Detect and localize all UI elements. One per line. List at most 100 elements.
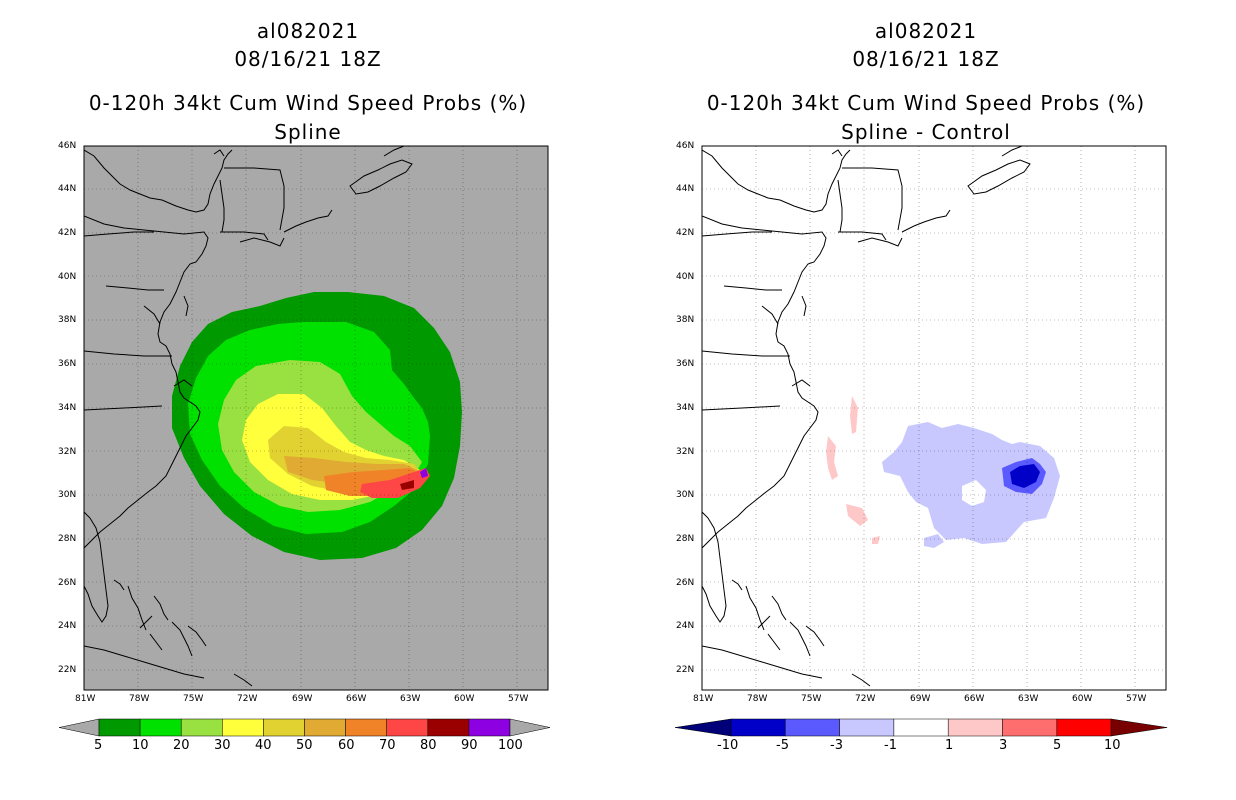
lat-label: 26N xyxy=(676,578,695,588)
colorbar-label: -10 xyxy=(717,738,739,753)
colorbar-label: 50 xyxy=(296,738,313,753)
lon-label: 69W xyxy=(910,694,931,704)
colorbar-label: -5 xyxy=(776,738,789,753)
colorbar-label: 10 xyxy=(132,738,149,753)
lon-label: 72W xyxy=(855,694,876,704)
left-title-storm-id: al082021 xyxy=(256,19,360,43)
lat-label: 46N xyxy=(58,141,77,151)
lat-label: 40N xyxy=(676,272,695,282)
lon-label: 57W xyxy=(1126,694,1147,704)
lat-label: 30N xyxy=(58,490,77,500)
left-colorbar xyxy=(58,718,551,737)
lon-label: 69W xyxy=(292,694,313,704)
left-title-date: 08/16/21 18Z xyxy=(234,47,382,71)
diff-contour-hole xyxy=(962,480,986,506)
diff-contour-pink-1 xyxy=(826,436,838,480)
colorbar-label: 30 xyxy=(214,738,231,753)
colorbar-high-end xyxy=(1110,718,1168,737)
lat-label: 34N xyxy=(676,403,695,413)
lat-label: 28N xyxy=(58,534,77,544)
colorbar-box xyxy=(222,718,264,737)
lon-label: 81W xyxy=(75,694,96,704)
colorbar-label: 60 xyxy=(338,738,355,753)
lat-label: 46N xyxy=(676,141,695,151)
lat-label: 32N xyxy=(676,447,695,457)
lat-label: 42N xyxy=(58,228,77,238)
diff-contour-pink-4 xyxy=(872,536,880,544)
colorbar-label: -3 xyxy=(830,738,843,753)
right-title-storm-id: al082021 xyxy=(874,19,978,43)
colorbar-box xyxy=(468,718,511,737)
colorbar-box xyxy=(1002,718,1058,737)
lat-label: 24N xyxy=(676,621,695,631)
right-title-date: 08/16/21 18Z xyxy=(852,47,1000,71)
diff-contour-pink-2 xyxy=(850,396,858,434)
lon-label: 57W xyxy=(508,694,529,704)
right-title-product: 0-120h 34kt Cum Wind Speed Probs (%) xyxy=(706,91,1146,115)
left-title-method: Spline xyxy=(274,120,342,144)
left-map-frame xyxy=(83,145,549,691)
lat-label: 36N xyxy=(676,359,695,369)
lat-label: 36N xyxy=(58,359,77,369)
colorbar-label: 20 xyxy=(173,738,190,753)
colorbar-box xyxy=(98,718,141,737)
colorbar-high-end xyxy=(509,718,551,737)
right-difference-contours xyxy=(826,396,1060,548)
diff-contour-dark-blue xyxy=(1010,464,1040,488)
left-probability-contours xyxy=(172,292,462,560)
colorbar-box xyxy=(345,718,387,737)
colorbar-box xyxy=(730,718,786,737)
contour-90-100 xyxy=(420,468,428,478)
right-colorbar xyxy=(674,718,1168,737)
colorbar-label: 3 xyxy=(999,738,1008,753)
contour-70-80 xyxy=(360,468,430,498)
lon-label: 60W xyxy=(1072,694,1093,704)
left-title-product: 0-120h 34kt Cum Wind Speed Probs (%) xyxy=(88,91,528,115)
left-map-panel xyxy=(83,145,549,691)
diff-contour-light-blue-2 xyxy=(924,534,944,548)
colorbar-box xyxy=(947,718,1003,737)
colorbar-low-end xyxy=(58,718,100,737)
colorbar-box xyxy=(180,718,223,737)
colorbar-label: 70 xyxy=(379,738,396,753)
lat-label: 32N xyxy=(58,447,77,457)
lon-label: 78W xyxy=(747,694,768,704)
lon-label: 81W xyxy=(693,694,714,704)
lat-label: 34N xyxy=(58,403,77,413)
lat-label: 22N xyxy=(58,665,77,675)
colorbar-box xyxy=(263,718,305,737)
lat-label: 26N xyxy=(58,578,77,588)
colorbar-box xyxy=(139,718,182,737)
lat-label: 38N xyxy=(58,315,77,325)
colorbar-box xyxy=(386,718,429,737)
colorbar-box xyxy=(839,718,895,737)
colorbar-box xyxy=(785,718,840,737)
colorbar-box xyxy=(1056,718,1112,737)
colorbar-label: 5 xyxy=(94,738,103,753)
colorbar-label: 10 xyxy=(1104,738,1121,753)
colorbar-box xyxy=(304,718,346,737)
right-map-frame xyxy=(701,145,1167,691)
lon-label: 75W xyxy=(801,694,822,704)
lat-label: 22N xyxy=(676,665,695,675)
colorbar-label: 80 xyxy=(420,738,437,753)
colorbar-label: 40 xyxy=(255,738,272,753)
colorbar-label: 1 xyxy=(945,738,954,753)
lat-label: 40N xyxy=(58,272,77,282)
lat-label: 28N xyxy=(676,534,695,544)
lon-label: 63W xyxy=(1018,694,1039,704)
colorbar-label: -1 xyxy=(884,738,897,753)
colorbar-label: 5 xyxy=(1053,738,1062,753)
colorbar-box xyxy=(427,718,470,737)
colorbar-low-end xyxy=(674,718,732,737)
lon-label: 60W xyxy=(454,694,475,704)
right-title-method: Spline - Control xyxy=(841,120,1011,144)
lon-label: 78W xyxy=(129,694,150,704)
colorbar-box xyxy=(893,718,949,737)
lat-label: 42N xyxy=(676,228,695,238)
lat-label: 44N xyxy=(676,184,695,194)
lon-label: 72W xyxy=(237,694,258,704)
lat-label: 30N xyxy=(676,490,695,500)
lat-label: 38N xyxy=(676,315,695,325)
